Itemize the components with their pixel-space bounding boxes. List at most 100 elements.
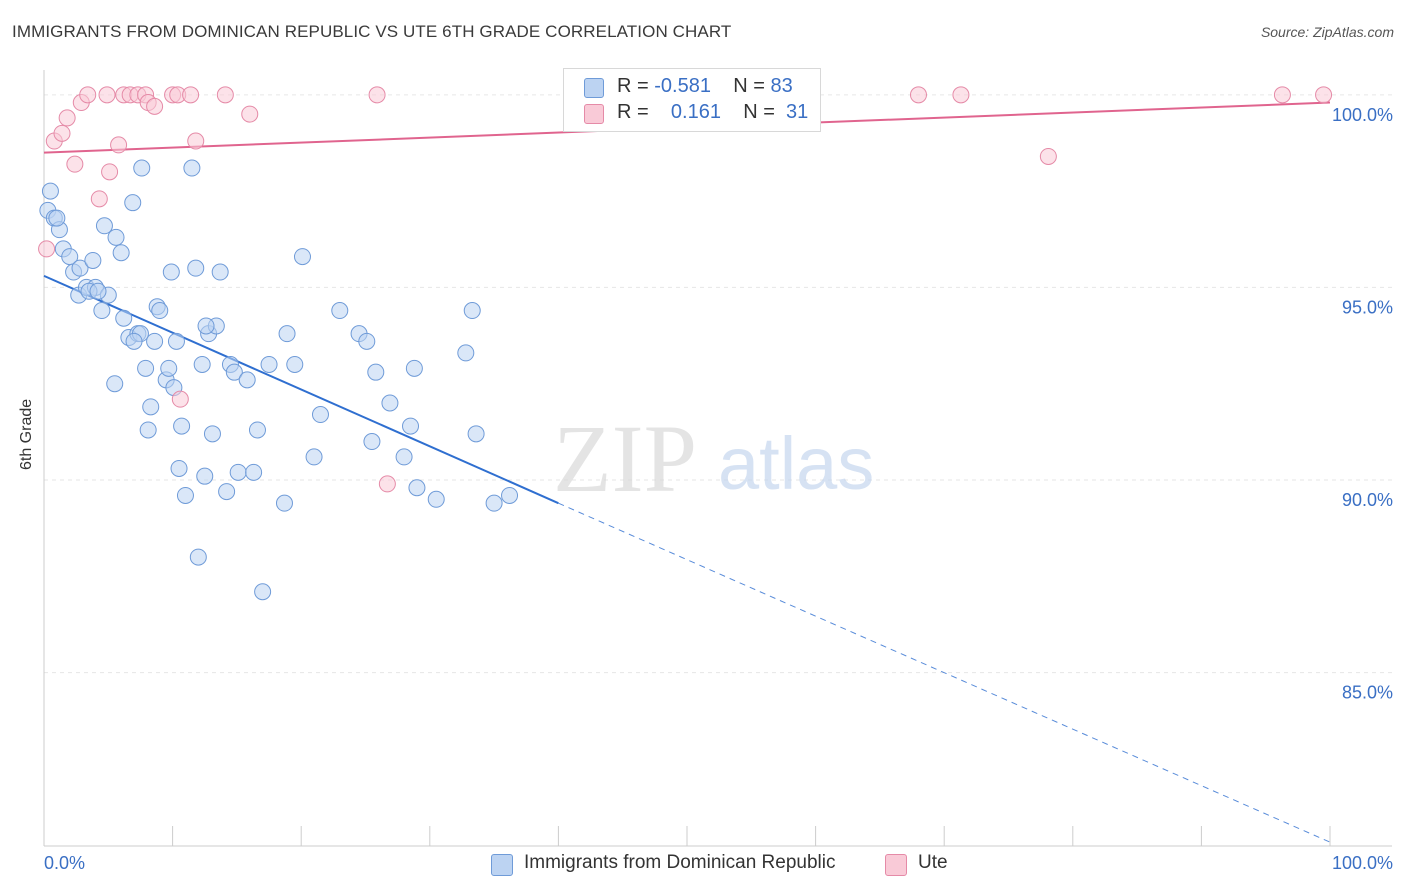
data-point — [467, 425, 485, 443]
data-point — [93, 302, 111, 320]
data-point — [187, 132, 205, 150]
y-axis-label: 6th Grade — [18, 398, 35, 470]
data-point — [71, 259, 89, 277]
bottom-legend-label: Ute — [918, 852, 948, 873]
data-point — [463, 302, 481, 320]
data-point — [286, 355, 304, 373]
data-point — [98, 86, 116, 104]
watermark-zip: ZIP — [553, 405, 697, 512]
data-point — [183, 159, 201, 177]
data-point — [952, 86, 970, 104]
data-point — [146, 332, 164, 350]
data-point — [197, 317, 215, 335]
data-point — [90, 190, 108, 208]
data-point — [203, 425, 221, 443]
data-point — [115, 309, 133, 327]
data-point — [112, 244, 130, 262]
x-tick-label: 0.0% — [44, 853, 85, 873]
data-point — [187, 259, 205, 277]
data-point — [305, 448, 323, 466]
data-point — [189, 548, 207, 566]
y-tick-label: 95.0% — [1342, 297, 1393, 317]
series-ute-points — [38, 86, 1333, 493]
data-point — [311, 406, 329, 424]
data-point — [38, 240, 56, 258]
data-point — [501, 486, 519, 504]
data-point — [278, 325, 296, 343]
data-point — [1273, 86, 1291, 104]
data-point — [160, 359, 178, 377]
data-point — [58, 109, 76, 127]
data-point — [248, 421, 266, 439]
data-point — [405, 359, 423, 377]
legend-r-label: R = — [617, 75, 649, 97]
data-point — [48, 209, 66, 227]
data-point — [193, 355, 211, 373]
data-point — [171, 390, 189, 408]
series-dominican-points — [39, 159, 519, 601]
data-point — [260, 355, 278, 373]
data-point — [125, 332, 143, 350]
data-point — [427, 490, 445, 508]
watermark-atlas: atlas — [718, 422, 874, 505]
data-point — [402, 417, 420, 435]
data-point — [368, 86, 386, 104]
data-point — [238, 371, 256, 389]
data-points — [38, 86, 1333, 601]
data-point — [167, 332, 185, 350]
y-tick-label: 90.0% — [1342, 490, 1393, 510]
bottom-legend-swatch-pink — [885, 854, 907, 876]
x-tick-label: 100.0% — [1332, 853, 1393, 873]
data-point — [151, 302, 169, 320]
legend-n-value: 83 — [770, 75, 793, 97]
data-point — [1315, 86, 1333, 104]
chart-title: IMMIGRANTS FROM DOMINICAN REPUBLIC VS UT… — [12, 22, 732, 41]
data-point — [66, 155, 84, 173]
data-point — [245, 463, 263, 481]
data-point — [196, 467, 214, 485]
data-point — [41, 182, 59, 200]
legend-n-label: N = — [733, 75, 765, 97]
data-point — [378, 475, 396, 493]
legend-r-value: -0.581 — [654, 75, 711, 97]
data-point — [176, 486, 194, 504]
data-point — [124, 194, 142, 212]
data-point — [79, 86, 97, 104]
data-point — [107, 228, 125, 246]
data-point — [84, 251, 102, 269]
data-point — [106, 375, 124, 393]
legend-swatch-pink — [584, 104, 604, 124]
data-point — [95, 217, 113, 235]
data-point — [173, 417, 191, 435]
data-point — [293, 248, 311, 266]
bottom-legend-swatch-blue — [491, 854, 513, 876]
data-point — [358, 332, 376, 350]
data-point — [216, 86, 234, 104]
legend-n-value: 31 — [786, 101, 809, 123]
data-point — [1039, 147, 1057, 165]
data-point — [211, 263, 229, 281]
data-point — [142, 398, 160, 416]
data-point — [170, 459, 188, 477]
data-point — [182, 86, 200, 104]
bottom-legend-label: Immigrants from Dominican Republic — [524, 852, 836, 873]
legend-swatch-blue — [584, 78, 604, 98]
data-point — [331, 302, 349, 320]
trend-line-extension-dominican — [558, 502, 1331, 843]
legend-n-label: N = — [743, 101, 775, 123]
data-point — [139, 421, 157, 439]
tick-labels: 100.0% 95.0% 90.0% 85.0% 0.0% 100.0% — [44, 105, 1393, 873]
data-point — [381, 394, 399, 412]
legend-r-label: R = — [617, 101, 649, 123]
data-point — [133, 159, 151, 177]
stats-legend: R = -0.581 N = 83 R = 0.161 N = 31 — [563, 68, 821, 132]
y-tick-label: 85.0% — [1342, 683, 1393, 703]
data-point — [363, 433, 381, 451]
data-point — [241, 105, 259, 123]
data-point — [229, 463, 247, 481]
data-point — [395, 448, 413, 466]
data-point — [146, 97, 164, 115]
y-tick-label: 100.0% — [1332, 105, 1393, 125]
data-point — [110, 136, 128, 154]
